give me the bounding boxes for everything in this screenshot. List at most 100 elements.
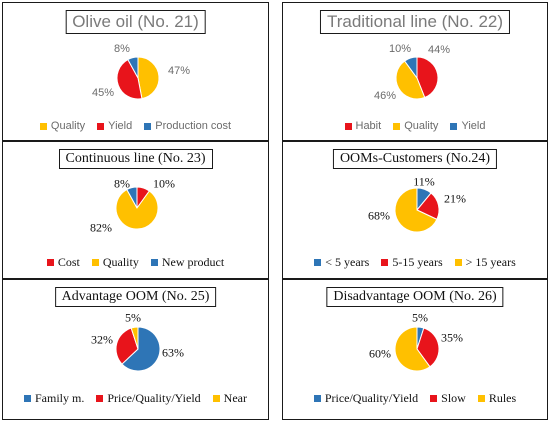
pie-chart [394,326,440,372]
pie-chart [116,56,160,100]
chart-title: OOMs-Customers (No.24) [332,149,498,169]
legend: Habit Quality Yield [283,120,547,132]
legend-item: Yield [450,120,486,132]
chart-title: Olive oil (No. 21) [65,10,206,34]
pie-slice-quality [137,56,160,100]
legend-label: Production cost [155,120,232,132]
legend-item: Family m. [24,391,84,406]
legend-label: Cost [57,255,80,269]
data-label: 8% [114,43,130,55]
data-label: 10% [388,43,412,55]
chart-panel-disadvantage-oom: Disadvantage OOM (No. 26) 5% 35% 60% Pri… [282,279,548,420]
legend-swatch [381,259,389,266]
legend-label: Family m. [35,391,85,405]
pie-chart [115,326,161,372]
data-label: 5% [125,310,141,325]
data-label: 45% [91,87,115,99]
legend-item: Habit [344,120,382,132]
legend-label: Price/Quality/Yield [107,391,201,405]
data-label: 8% [114,176,130,191]
pie-slice-yield [116,58,143,100]
pie-chart [115,186,159,230]
legend-swatch [91,259,99,266]
data-label: 68% [368,208,390,223]
pie-chart [394,187,440,233]
pie-slice-new-product [126,186,138,209]
data-label: 44% [427,44,451,56]
legend-swatch [212,395,220,402]
legend: Cost Quality New product [3,255,268,270]
pie-slice-slow [416,327,440,368]
legend-item: Quality [393,120,438,132]
legend-swatch [450,122,458,130]
legend-swatch [144,122,152,130]
legend-item: Production cost [144,120,231,132]
data-label: 5% [412,310,428,325]
legend-label: Rules [488,391,517,405]
data-label: 11% [413,174,435,189]
data-label: 35% [441,330,463,345]
legend-label: Price/Quality/Yield [324,391,419,405]
pie-slice-yield [403,56,418,80]
data-label: 47% [167,65,191,77]
legend-swatch [39,122,47,130]
legend-item: < 5 years [314,255,369,270]
pie-slice-price-quality-yield [115,327,139,365]
legend-item: Price/Quality/Yield [96,391,201,406]
legend-item: Quality [91,255,139,270]
chart-panel-olive-oil: Olive oil (No. 21) 47% 45% 8% Quality Yi… [2,2,269,141]
pie-slice-habit [416,56,439,99]
pie-slice-rules [394,326,431,372]
data-label: 46% [373,90,397,102]
data-label: 10% [153,176,175,191]
pie-chart [395,56,439,100]
pie-slice-quality [115,188,159,230]
chart-panel-ooms-customers: OOMs-Customers (No.24) 11% 21% 68% < 5 y… [282,141,548,279]
chart-title: Advantage OOM (No. 25) [54,287,217,307]
legend-item: Cost [46,255,80,270]
legend-label: Habit [355,120,382,132]
legend-item: > 15 years [454,255,516,270]
legend-label: 5-15 years [392,255,443,269]
data-label: 82% [90,220,112,235]
data-label: 32% [91,332,113,347]
pie-slice-production-cost [127,56,139,79]
chart-title: Traditional line (No. 22) [319,10,511,34]
legend-swatch [344,122,352,130]
chart-panel-advantage-oom: Advantage OOM (No. 25) 63% 32% 5% Family… [2,279,269,420]
legend-swatch [46,259,54,266]
legend-item: Yield [97,120,132,132]
legend-swatch [313,395,321,402]
legend-label: Near [223,391,247,405]
legend-item: Slow [430,391,466,406]
legend-label: Yield [461,120,486,132]
legend-item: Price/Quality/Yield [313,391,419,406]
legend-item: Near [212,391,247,406]
legend-swatch [454,259,462,266]
legend-swatch [97,122,105,130]
legend-label: Quality [404,120,439,132]
legend-item: New product [150,255,225,270]
legend-item: 5-15 years [381,255,443,270]
legend-item: Quality [39,120,85,132]
legend-swatch [477,395,485,402]
chart-title: Continuous line (No. 23) [58,149,213,169]
legend-label: > 15 years [465,255,516,269]
legend: Family m. Price/Quality/Yield Near [3,391,268,406]
pie-slice-quality [395,60,426,100]
data-label: 63% [162,345,184,360]
data-label: 60% [369,346,391,361]
legend-label: New product [161,255,225,269]
legend-swatch [430,395,438,402]
pie-slice-15-years [394,187,438,233]
chart-title: Disadvantage OOM (No. 26) [326,287,504,307]
legend: Price/Quality/Yield Slow Rules [283,391,547,406]
legend-label: Quality [102,255,139,269]
legend-swatch [96,395,104,402]
legend-swatch [314,259,322,266]
data-label: 21% [444,191,466,206]
legend-item: Rules [477,391,517,406]
chart-panel-continuous-line: Continuous line (No. 23) 10% 82% 8% Cost… [2,141,269,279]
legend-swatch [393,122,401,130]
legend-label: Slow [441,391,466,405]
